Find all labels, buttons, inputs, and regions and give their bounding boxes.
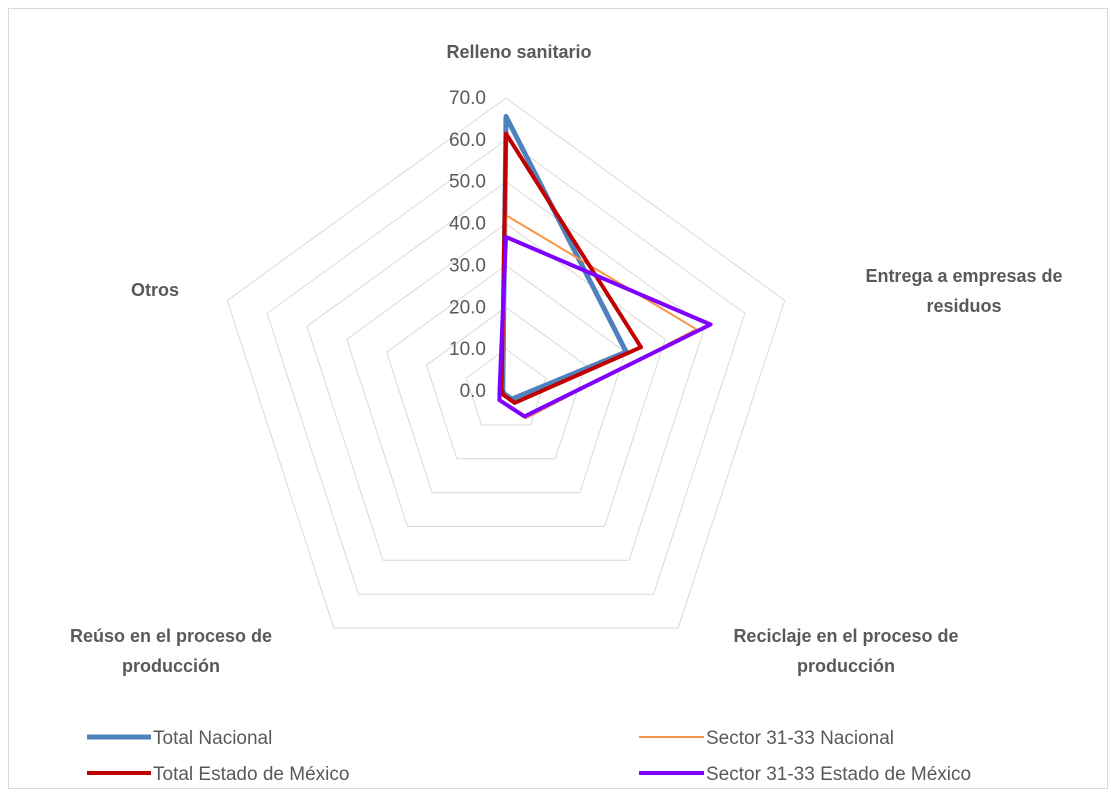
legend-label: Sector 31-33 Nacional — [706, 728, 894, 749]
grid-ring — [266, 139, 746, 595]
tick-label: 60.0 — [449, 130, 486, 151]
category-label: Reúso en el proceso de producción — [70, 626, 272, 676]
grid-ring — [425, 306, 587, 460]
tick-label: 70.0 — [449, 88, 486, 109]
grid-ring — [386, 264, 626, 494]
grid-ring — [226, 97, 786, 629]
radar-grid — [226, 97, 786, 629]
tick-label: 40.0 — [449, 214, 486, 235]
legend: Total Nacional Sector 31-33 Nacional Total… — [87, 728, 971, 785]
tick-label: 30.0 — [449, 255, 486, 276]
category-label: Reciclaje en el proceso de producción — [733, 626, 958, 676]
chart-frame: 0.0 10.0 20.0 30.0 40.0 50.0 60.0 70.0 Relleno … — [8, 8, 1108, 789]
category-label: Entrega a empresas de residuos — [865, 266, 1062, 316]
tick-label: 50.0 — [449, 172, 486, 193]
tick-label: 0.0 — [460, 381, 486, 402]
legend-label: Sector 31-33 Estado de México — [706, 764, 971, 785]
legend-label: Total Nacional — [153, 728, 272, 749]
grid-ring — [306, 181, 706, 561]
grid-ring — [465, 348, 547, 426]
category-label: Otros — [131, 280, 179, 300]
radar-chart: 0.0 10.0 20.0 30.0 40.0 50.0 60.0 70.0 Relleno … — [70, 42, 1063, 785]
category-labels: Relleno sanitario Entrega a empresas de re… — [70, 42, 1063, 676]
tick-label: 20.0 — [449, 297, 486, 318]
series-line — [497, 235, 713, 419]
tick-label: 10.0 — [449, 339, 486, 360]
series-line — [499, 131, 643, 405]
series-lines — [497, 113, 713, 420]
grid-ring — [346, 222, 666, 527]
radial-axis-ticks: 0.0 10.0 20.0 30.0 40.0 50.0 60.0 70.0 — [449, 88, 486, 402]
category-label: Relleno sanitario — [446, 42, 591, 62]
legend-label: Total Estado de México — [153, 764, 349, 785]
